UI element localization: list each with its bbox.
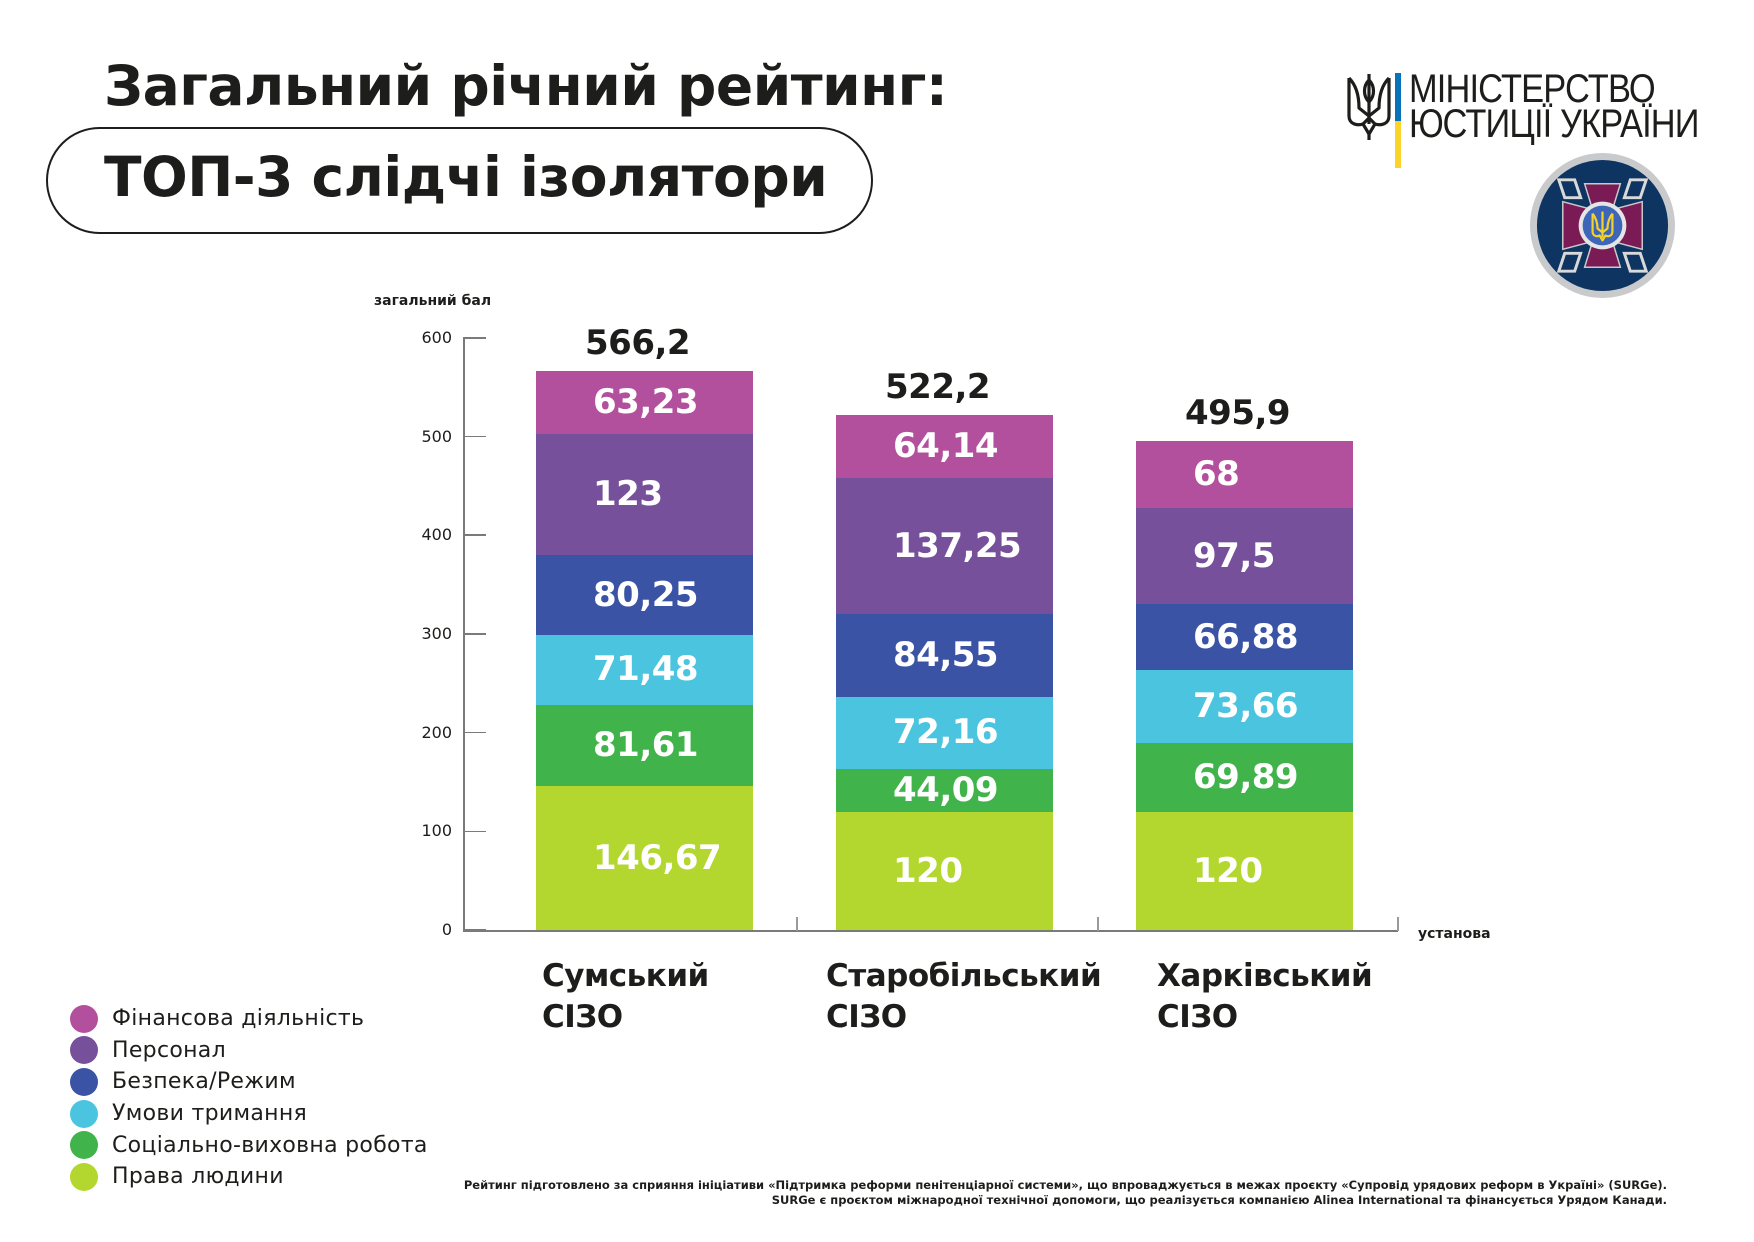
bar-segment	[836, 696, 1053, 769]
category-label: Сумський СІЗО	[542, 958, 709, 1035]
segment-value-label: 68	[1193, 454, 1240, 495]
bar-total-label: 522,2	[885, 366, 991, 407]
y-tick-mark	[463, 435, 486, 438]
segment-value-label: 72,16	[893, 712, 999, 753]
segment-value-label: 97,5	[1193, 535, 1275, 576]
legend-label: Фінансова діяльність	[112, 1006, 365, 1032]
x-axis-tick	[796, 917, 798, 931]
legend-swatch-icon	[70, 1036, 98, 1065]
trident-icon	[1347, 74, 1391, 140]
legend-item: Права людини	[70, 1161, 428, 1193]
y-tick-label: 400	[421, 525, 452, 545]
flag-stripe-yellow	[1395, 121, 1401, 168]
x-axis-line	[463, 930, 1398, 932]
legend: Фінансова діяльність Персонал Безпека/Режи…	[70, 1003, 428, 1193]
legend-item: Умови тримання	[70, 1098, 428, 1130]
bar-segment	[536, 634, 753, 706]
category-label: Старобільський СІЗО	[826, 958, 1102, 1035]
bar-segment	[836, 477, 1053, 614]
segment-value-label: 44,09	[893, 769, 999, 810]
footnote: Рейтинг підготовлено за сприяння ініціат…	[464, 1178, 1667, 1208]
segment-value-label: 81,61	[593, 724, 699, 765]
bar-segment	[536, 704, 753, 786]
ministry-name-line2: ЮСТИЦІЇ УКРАЇНИ	[1409, 102, 1699, 146]
segment-value-label: 123	[593, 474, 663, 515]
subtitle-pill-frame	[46, 127, 873, 234]
segment-value-label: 73,66	[1193, 686, 1299, 727]
y-tick-label: 500	[421, 426, 452, 446]
y-tick-mark	[463, 633, 486, 635]
chart-title-line1: Загальний річний рейтинг:	[104, 54, 948, 118]
legend-label: Умови тримання	[112, 1101, 308, 1127]
y-tick-label: 0	[441, 920, 452, 939]
legend-swatch-icon	[70, 1004, 98, 1033]
y-tick-mark	[463, 337, 486, 339]
segment-value-label: 80,25	[593, 574, 699, 615]
ministry-name-line1: МІНІСТЕРСТВО	[1409, 67, 1656, 111]
legend-item: Безпека/Режим	[70, 1066, 428, 1098]
bar-segment	[1136, 507, 1353, 605]
bar-segment	[536, 371, 753, 435]
segment-value-label: 120	[893, 850, 963, 891]
y-tick-label: 300	[421, 623, 452, 643]
penitentiary-service-emblem-icon	[1529, 152, 1676, 299]
y-axis-title: загальний бал	[374, 293, 492, 309]
segment-value-label: 146,67	[593, 837, 722, 878]
legend-swatch-icon	[70, 1131, 98, 1160]
segment-value-label: 63,23	[593, 382, 699, 423]
y-tick-label: 200	[421, 722, 452, 742]
ministry-of-justice-logo: МІНІСТЕРСТВО ЮСТИЦІЇ УКРАЇНИ	[1345, 67, 1699, 170]
bar-total-label: 495,9	[1185, 392, 1291, 433]
flag-stripe-blue	[1395, 73, 1401, 121]
bar-segment	[836, 613, 1053, 698]
x-axis-tick	[1097, 917, 1099, 931]
segment-value-label: 69,89	[1193, 757, 1299, 798]
segment-value-label: 137,25	[893, 525, 1022, 566]
legend-item: Персонал	[70, 1035, 428, 1067]
bar-segment	[536, 554, 753, 635]
footnote-line2: SURGe є проєктом міжнародної технічної д…	[771, 1193, 1667, 1207]
legend-label: Права людини	[112, 1164, 284, 1190]
bar-segment	[1136, 742, 1353, 813]
bar-segment	[836, 414, 1053, 479]
x-axis-title: установа	[1418, 926, 1491, 942]
footnote-line1: Рейтинг підготовлено за сприяння ініціат…	[463, 1178, 1667, 1192]
legend-swatch-icon	[70, 1162, 98, 1191]
chart-title-line2: ТОП-3 слідчі ізолятори	[104, 145, 828, 209]
legend-label: Персонал	[112, 1037, 226, 1063]
legend-swatch-icon	[70, 1067, 98, 1096]
x-axis-tick	[1397, 917, 1399, 931]
y-tick-label: 600	[421, 327, 452, 347]
bar-segment	[1136, 440, 1353, 509]
legend-swatch-icon	[70, 1099, 98, 1128]
segment-value-label: 71,48	[593, 649, 699, 690]
bar-segment	[836, 768, 1053, 813]
bar-segment	[536, 785, 753, 931]
legend-item: Соціально-виховна робота	[70, 1129, 428, 1161]
y-tick-mark	[463, 731, 486, 734]
bar-segment	[1136, 811, 1353, 931]
legend-item: Фінансова діяльність	[70, 1003, 428, 1035]
y-tick-mark	[463, 830, 486, 833]
segment-value-label: 84,55	[893, 635, 999, 676]
segment-value-label: 120	[1193, 850, 1263, 891]
bar-segment	[836, 811, 1053, 931]
segment-value-label: 66,88	[1193, 616, 1299, 657]
y-tick-mark	[463, 534, 486, 536]
segment-value-label: 64,14	[893, 426, 999, 467]
bar-segment	[536, 433, 753, 556]
category-label: Харківський СІЗО	[1157, 958, 1373, 1035]
bar-total-label: 566,2	[585, 323, 691, 364]
y-tick-label: 100	[421, 821, 452, 841]
legend-label: Соціально-виховна робота	[112, 1132, 428, 1158]
legend-label: Безпека/Режим	[112, 1069, 296, 1095]
bar-segment	[1136, 603, 1353, 671]
bar-segment	[1136, 669, 1353, 744]
